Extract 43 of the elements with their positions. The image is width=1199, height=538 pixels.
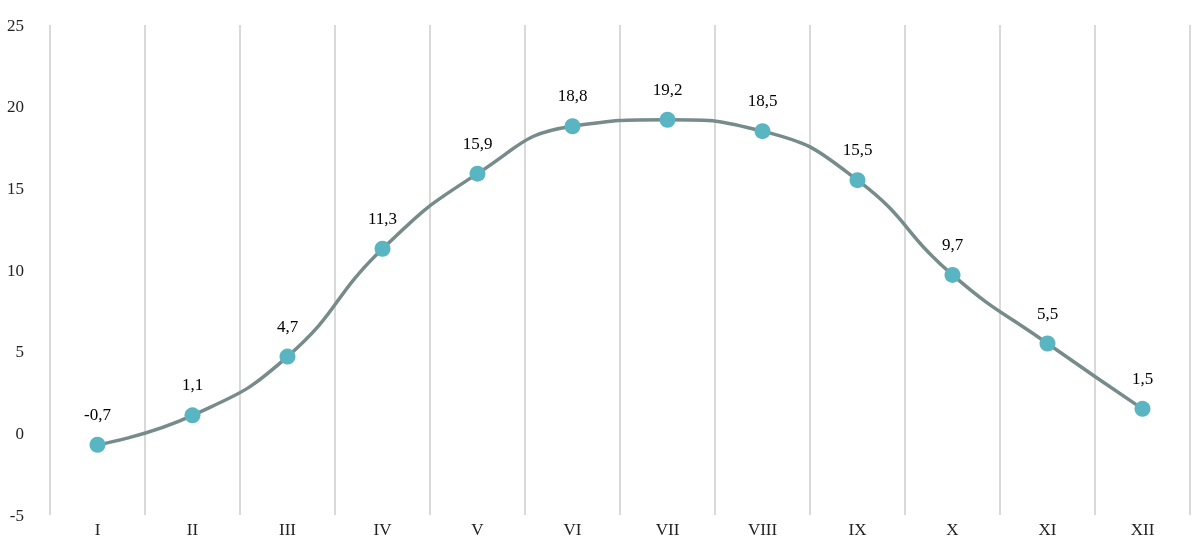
point	[279, 348, 296, 365]
data-label: 19,2	[652, 79, 683, 99]
data-label: 18,8	[557, 86, 588, 106]
y-tick-label: 25	[7, 15, 24, 35]
y-tick-label: 15	[7, 178, 24, 198]
point	[849, 172, 866, 189]
data-label: 11,3	[367, 208, 398, 228]
x-tick-label: VII	[655, 520, 680, 538]
x-tick-label: XII	[1130, 520, 1155, 538]
x-tick-label: III	[279, 520, 297, 538]
data-label: 4,7	[276, 316, 299, 336]
x-tick-label: X	[946, 520, 959, 538]
x-tick-label: IV	[373, 520, 393, 538]
data-label: -0,7	[84, 404, 112, 424]
data-label: 9,7	[941, 234, 964, 254]
x-tick-label: IX	[848, 520, 867, 538]
point	[184, 407, 201, 424]
x-tick-label: V	[471, 520, 485, 538]
x-tick-label: I	[94, 520, 101, 538]
point	[944, 266, 961, 283]
point	[564, 118, 581, 135]
point	[374, 240, 391, 257]
point	[754, 123, 771, 140]
data-label: 1,5	[1131, 368, 1154, 388]
x-tick-label: XI	[1038, 520, 1057, 538]
y-tick-label: 5	[15, 342, 24, 362]
y-tick-label: -5	[9, 505, 24, 525]
point	[1134, 400, 1151, 417]
data-label: 15,9	[462, 133, 493, 153]
point	[89, 436, 106, 453]
x-tick-label: VI	[563, 520, 582, 538]
point	[659, 111, 676, 128]
y-tick-label: 0	[15, 423, 24, 443]
data-label: 15,5	[842, 140, 873, 160]
x-tick-label: VIII	[747, 520, 778, 538]
point	[469, 165, 486, 182]
data-label: 5,5	[1036, 303, 1059, 323]
data-label: 18,5	[747, 91, 778, 111]
y-tick-label: 10	[7, 260, 24, 280]
y-tick-label: 20	[7, 97, 24, 117]
x-tick-label: II	[186, 520, 199, 538]
data-label: 1,1	[181, 375, 204, 395]
point	[1039, 335, 1056, 352]
